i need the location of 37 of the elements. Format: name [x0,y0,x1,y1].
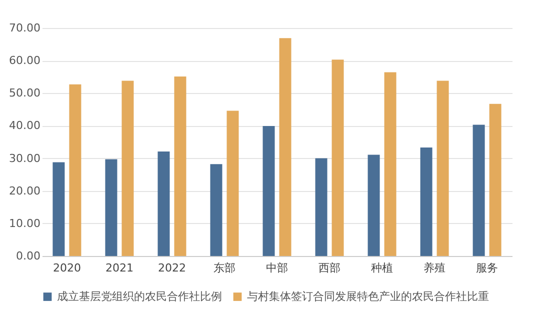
x-tick-label: 西部 [318,262,341,274]
y-tick-label: 40.00 [9,119,40,132]
x-tick-label: 中部 [266,262,288,274]
y-tick-label: 60.00 [9,54,40,68]
bar [332,60,344,256]
bar [315,158,328,256]
y-tick-label: 20.00 [9,184,40,198]
bar [489,104,502,256]
bar [174,76,186,256]
bar [52,162,65,256]
bar [368,154,380,256]
bar [226,110,239,256]
bar [105,159,118,256]
x-tick-label: 养殖 [424,262,446,274]
x-tick-label: 2021 [105,262,134,274]
x-tick-label: 种植 [371,262,394,274]
bar [279,38,292,256]
bar [122,80,134,256]
bar [262,126,275,256]
y-tick-label: 30.00 [9,152,40,165]
y-tick-label: 0.00 [16,250,40,262]
bar [436,80,449,256]
bar [384,72,396,256]
y-tick-label: 70.00 [9,22,40,34]
bar [420,148,432,256]
y-tick-label: 10.00 [9,216,40,230]
bar [158,151,170,256]
legend-label: 与村集体签订合同发展特色产业的农民合作社比重 [247,290,489,303]
legend-label: 成立基层党组织的农民合作社比例 [57,290,222,303]
bar [210,164,222,256]
x-tick-label: 2022 [158,262,186,274]
x-tick-label: 2020 [52,262,81,274]
x-tick-label: 服务 [476,262,498,274]
bar [472,124,485,256]
y-tick-label: 50.00 [9,86,40,100]
bar [69,84,82,256]
x-tick-label: 东部 [213,262,236,274]
